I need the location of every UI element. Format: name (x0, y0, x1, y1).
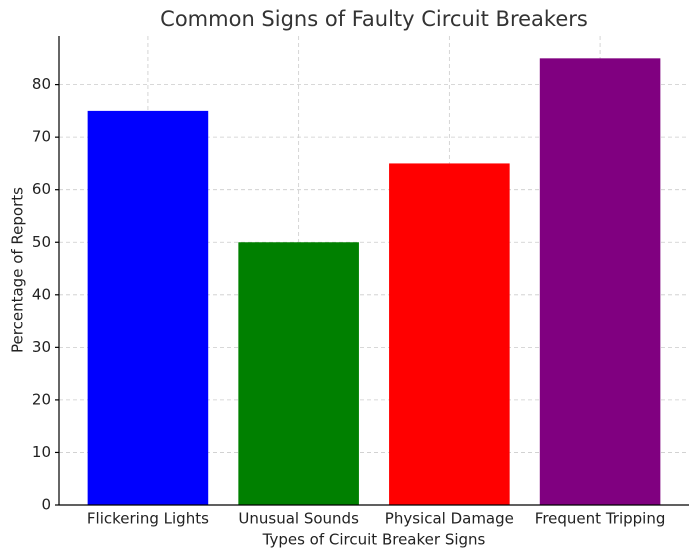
bar (389, 163, 510, 505)
y-axis-label: Percentage of Reports (9, 187, 27, 353)
x-tick-label: Frequent Tripping (535, 510, 666, 528)
x-tick-label: Physical Damage (385, 510, 514, 528)
y-tick-label: 40 (32, 285, 51, 303)
bar (87, 110, 209, 505)
y-tick-label: 20 (32, 390, 51, 408)
y-tick-label: 70 (32, 128, 51, 146)
x-axis-label: Types of Circuit Breaker Signs (262, 531, 486, 549)
y-tick-label: 0 (41, 496, 51, 514)
bar (539, 58, 661, 505)
bar (238, 242, 359, 506)
y-tick-label: 30 (32, 338, 51, 356)
y-tick-label: 60 (32, 180, 51, 198)
chart-title: Common Signs of Faulty Circuit Breakers (160, 7, 588, 31)
x-tick-label: Flickering Lights (87, 510, 209, 528)
y-tick-label: 10 (32, 443, 51, 461)
y-tick-label: 80 (32, 75, 51, 93)
y-tick-label: 50 (32, 233, 51, 251)
x-tick-label: Unusual Sounds (238, 510, 359, 528)
